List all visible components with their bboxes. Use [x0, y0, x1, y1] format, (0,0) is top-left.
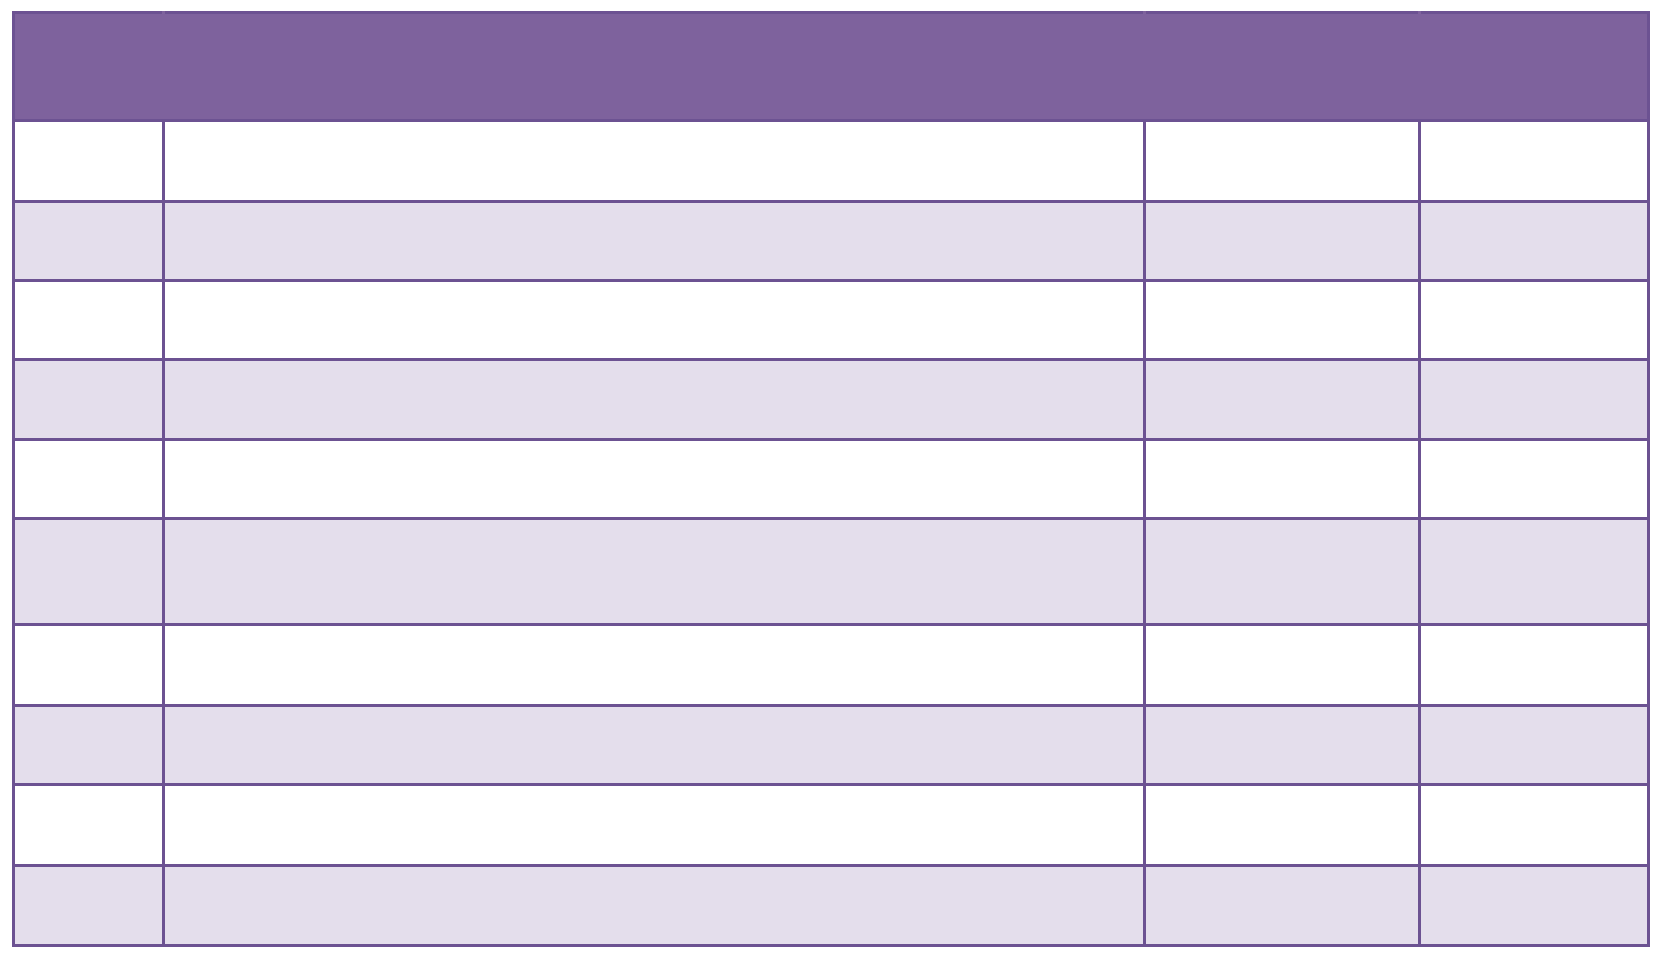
cell-meta-b[interactable]: [1418, 783, 1650, 868]
cell-main[interactable]: [162, 783, 1146, 868]
cell-main[interactable]: [162, 278, 1146, 361]
cell-meta-a[interactable]: [1143, 357, 1421, 442]
cell-meta-a[interactable]: [1143, 438, 1421, 521]
cell-meta-b[interactable]: [1418, 119, 1650, 203]
cell-index[interactable]: [12, 438, 165, 521]
column-header-index[interactable]: [12, 12, 165, 122]
cell-meta-b[interactable]: [1418, 864, 1650, 947]
cell-meta-b[interactable]: [1418, 704, 1650, 787]
cell-index[interactable]: [12, 517, 165, 627]
cell-index[interactable]: [12, 783, 165, 868]
table-row[interactable]: [12, 517, 1650, 627]
cell-meta-a[interactable]: [1143, 623, 1421, 708]
table-row[interactable]: [12, 278, 1650, 361]
cell-meta-a[interactable]: [1143, 864, 1421, 947]
table-row[interactable]: [12, 119, 1650, 203]
cell-main[interactable]: [162, 623, 1146, 708]
cell-meta-b[interactable]: [1418, 438, 1650, 521]
cell-index[interactable]: [12, 278, 165, 361]
table-row[interactable]: [12, 783, 1650, 868]
cell-main[interactable]: [162, 438, 1146, 521]
cell-meta-b[interactable]: [1418, 199, 1650, 282]
cell-main[interactable]: [162, 357, 1146, 442]
cell-meta-a[interactable]: [1143, 517, 1421, 627]
cell-index[interactable]: [12, 864, 165, 947]
cell-index[interactable]: [12, 357, 165, 442]
cell-meta-a[interactable]: [1143, 199, 1421, 282]
cell-index[interactable]: [12, 119, 165, 203]
cell-index[interactable]: [12, 623, 165, 708]
table-header: [12, 12, 1650, 122]
cell-main[interactable]: [162, 864, 1146, 947]
cell-meta-a[interactable]: [1143, 278, 1421, 361]
table-row[interactable]: [12, 438, 1650, 521]
cell-meta-a[interactable]: [1143, 119, 1421, 203]
cell-meta-b[interactable]: [1418, 517, 1650, 627]
cell-main[interactable]: [162, 199, 1146, 282]
cell-main[interactable]: [162, 119, 1146, 203]
table-row[interactable]: [12, 864, 1650, 947]
column-header-main[interactable]: [162, 12, 1146, 122]
cell-main[interactable]: [162, 517, 1146, 627]
table-row[interactable]: [12, 357, 1650, 442]
cell-index[interactable]: [12, 199, 165, 282]
table-body: [12, 119, 1650, 947]
cell-meta-a[interactable]: [1143, 704, 1421, 787]
cell-meta-b[interactable]: [1418, 278, 1650, 361]
column-header-meta-a[interactable]: [1143, 12, 1421, 122]
table-header-row: [12, 12, 1650, 122]
table-row[interactable]: [12, 623, 1650, 708]
cell-meta-a[interactable]: [1143, 783, 1421, 868]
table-row[interactable]: [12, 704, 1650, 787]
cell-meta-b[interactable]: [1418, 623, 1650, 708]
column-header-meta-b[interactable]: [1418, 12, 1650, 122]
cell-main[interactable]: [162, 704, 1146, 787]
cell-meta-b[interactable]: [1418, 357, 1650, 442]
data-table: [12, 11, 1650, 947]
cell-index[interactable]: [12, 704, 165, 787]
table-row[interactable]: [12, 199, 1650, 282]
